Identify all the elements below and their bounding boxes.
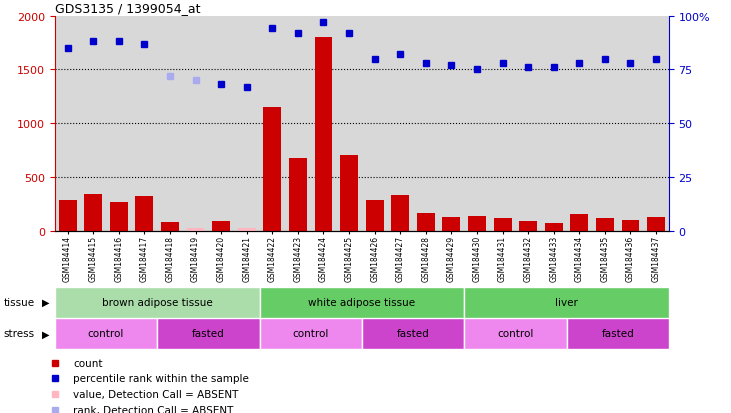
Bar bbox=[366, 200, 384, 231]
Bar bbox=[314, 38, 333, 231]
Bar bbox=[442, 217, 461, 231]
Text: count: count bbox=[73, 358, 102, 368]
Bar bbox=[464, 287, 669, 318]
Bar bbox=[260, 287, 464, 318]
Bar bbox=[493, 219, 512, 231]
Text: ▶: ▶ bbox=[42, 328, 49, 339]
Bar bbox=[58, 200, 77, 231]
Bar bbox=[212, 222, 230, 231]
Bar bbox=[84, 195, 102, 231]
Text: GDS3135 / 1399054_at: GDS3135 / 1399054_at bbox=[55, 2, 200, 15]
Bar bbox=[391, 196, 409, 231]
Bar bbox=[468, 217, 486, 231]
Bar bbox=[110, 203, 128, 231]
Bar bbox=[260, 318, 362, 349]
Bar bbox=[186, 228, 205, 231]
Bar bbox=[519, 222, 537, 231]
Bar bbox=[135, 197, 154, 231]
Text: ▶: ▶ bbox=[42, 297, 49, 308]
Text: fasted: fasted bbox=[192, 328, 224, 339]
Text: value, Detection Call = ABSENT: value, Detection Call = ABSENT bbox=[73, 389, 238, 399]
Text: control: control bbox=[292, 328, 329, 339]
Text: brown adipose tissue: brown adipose tissue bbox=[102, 297, 213, 308]
Text: fasted: fasted bbox=[602, 328, 634, 339]
Bar bbox=[596, 219, 614, 231]
Text: stress: stress bbox=[4, 328, 35, 339]
Bar bbox=[567, 318, 669, 349]
Text: liver: liver bbox=[555, 297, 578, 308]
Text: tissue: tissue bbox=[4, 297, 35, 308]
Text: rank, Detection Call = ABSENT: rank, Detection Call = ABSENT bbox=[73, 405, 233, 413]
Text: control: control bbox=[497, 328, 534, 339]
Bar bbox=[621, 220, 640, 231]
Bar bbox=[55, 318, 157, 349]
Bar bbox=[570, 215, 588, 231]
Bar bbox=[647, 218, 665, 231]
Bar bbox=[464, 318, 567, 349]
Bar bbox=[263, 108, 281, 231]
Text: fasted: fasted bbox=[397, 328, 429, 339]
Bar bbox=[55, 287, 260, 318]
Bar bbox=[161, 222, 179, 231]
Bar bbox=[545, 224, 563, 231]
Bar bbox=[340, 156, 358, 231]
Text: white adipose tissue: white adipose tissue bbox=[308, 297, 415, 308]
Bar bbox=[362, 318, 464, 349]
Bar bbox=[238, 228, 256, 231]
Bar bbox=[157, 318, 260, 349]
Text: control: control bbox=[88, 328, 124, 339]
Bar bbox=[417, 214, 435, 231]
Bar bbox=[289, 158, 307, 231]
Text: percentile rank within the sample: percentile rank within the sample bbox=[73, 373, 249, 383]
